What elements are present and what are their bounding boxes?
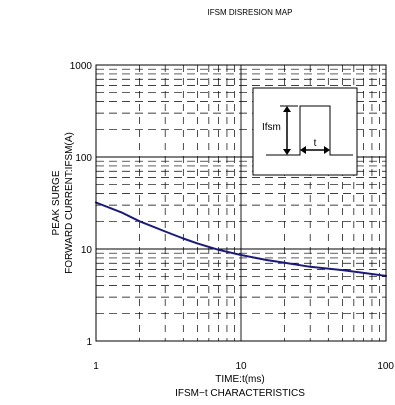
ifsm-arrow-up-head: [283, 106, 291, 112]
series-point: [240, 254, 242, 256]
series-point: [182, 237, 185, 240]
chart-title: IFSM DISRESION MAP: [208, 8, 293, 17]
series-point: [164, 230, 167, 233]
series-point: [138, 220, 141, 223]
inset-t-label: t: [314, 138, 317, 149]
series-point: [265, 259, 268, 261]
y-axis-label-line1: PEAK SURGE: [51, 170, 62, 235]
series-point: [217, 248, 220, 251]
ifsm-arrow-down-head: [283, 149, 291, 155]
pulse-waveform: [266, 105, 353, 156]
x-tick-label: 10: [235, 361, 247, 372]
x-axis-label: TIME:t(ms): [215, 374, 264, 385]
plot-frame: [95, 64, 387, 342]
x-tick-labels: 1 10 100: [93, 361, 394, 372]
t-arrow-left-head: [300, 146, 306, 154]
chart-subtitle: IFSM−t CHARACTERISTICS: [175, 388, 305, 399]
series-point: [196, 242, 199, 245]
y-tick-label: 10: [81, 245, 93, 256]
series-point: [309, 265, 312, 268]
series-point: [120, 211, 123, 214]
inset-frame: [252, 87, 358, 176]
y-tick-label: 1000: [70, 61, 93, 72]
x-tick-label: 100: [377, 361, 394, 372]
series-point: [341, 269, 344, 271]
x-tick-label: 1: [93, 361, 99, 372]
series-layer: [95, 201, 387, 277]
y-axis-label-line2: FORWARD CURRENT:IFSM(A): [64, 132, 75, 274]
t-arrow-right-head: [324, 146, 330, 154]
series-line: [95, 201, 387, 277]
y-tick-label: 100: [75, 153, 92, 164]
inset-ifsm-label: Ifsm: [262, 122, 281, 133]
y-tick-label: 1: [86, 337, 92, 348]
series-point: [362, 272, 365, 274]
series-point: [283, 261, 286, 264]
pulse-inset: Ifsm t: [252, 87, 358, 176]
y-tick-labels: 1 10 100 1000: [70, 61, 93, 348]
